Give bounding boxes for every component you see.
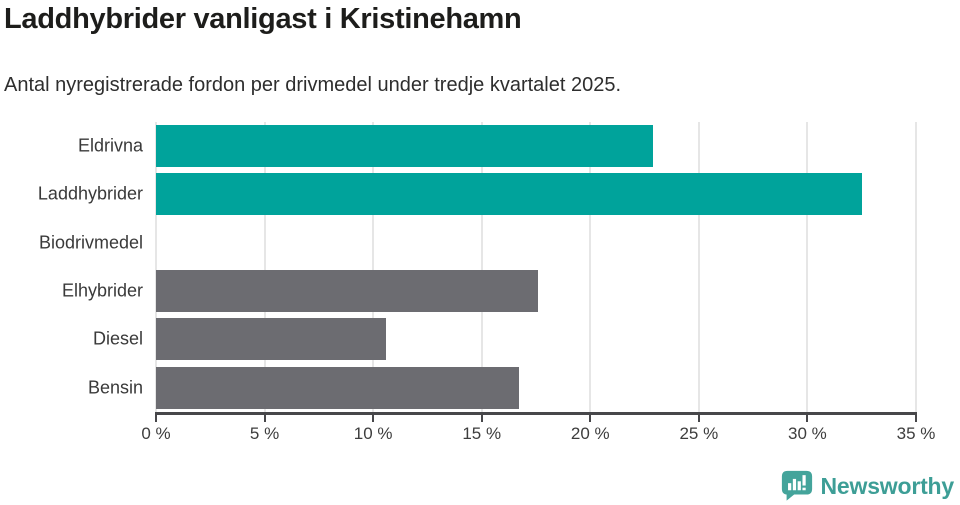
category-label: Biodrivmedel	[38, 232, 143, 253]
axis-tick	[372, 412, 375, 422]
bar-bensin	[156, 366, 519, 409]
axis-tick-label: 30 %	[788, 424, 827, 443]
bar-row-eldrivna: Eldrivna	[78, 122, 916, 170]
axis-tick-label: 35 %	[896, 424, 936, 443]
axis-tick-label: 25 %	[679, 424, 719, 443]
axis-tick-label: 5 %	[249, 424, 280, 443]
gridline	[480, 122, 483, 412]
axis-tick-label: 0 %	[141, 424, 171, 443]
x-axis	[155, 412, 917, 415]
axis-tick-label: 10 %	[353, 424, 393, 443]
plot-area: Eldrivna Laddhybrider Biodrivmedel Elhybrid…	[38, 122, 917, 412]
gridline	[155, 122, 157, 412]
bar-laddhybrider	[156, 173, 862, 216]
newsworthy-logo[interactable]: Newsworthy	[780, 469, 954, 503]
axis-tick	[915, 412, 917, 422]
gridline	[915, 122, 917, 412]
gridline	[263, 122, 266, 412]
bar-row-elhybrider: Elhybrider	[62, 267, 916, 315]
chart-title: Laddhybrider vanligast i Kristinehamn	[4, 3, 522, 35]
bar-eldrivna	[156, 125, 654, 168]
axis-tick-label: 20 %	[570, 424, 610, 443]
brand-name: Newsworthy	[820, 472, 955, 499]
axis-tick-label: 15 %	[462, 424, 502, 443]
axis-tick	[589, 412, 592, 422]
category-label: Eldrivna	[77, 135, 143, 156]
bar-row-biodrivmedel: Biodrivmedel	[39, 219, 916, 267]
bar-chart-speech-bubble-icon	[781, 470, 812, 501]
chart-subtitle: Antal nyregistrerade fordon per drivmede…	[4, 74, 622, 96]
bar-diesel	[156, 318, 387, 361]
category-label: Bensin	[87, 377, 143, 398]
gridline	[806, 122, 809, 412]
axis-tick	[806, 412, 809, 422]
gridline	[372, 122, 375, 412]
axis-tick	[263, 412, 266, 422]
bar-row-bensin: Bensin	[88, 364, 916, 412]
axis-tick	[155, 412, 157, 422]
axis-tick	[480, 412, 483, 422]
gridline	[589, 122, 592, 412]
bar-row-laddhybrider: Laddhybrider	[38, 170, 916, 218]
category-label: Elhybrider	[61, 280, 143, 301]
bar-row-diesel: Diesel	[93, 315, 916, 363]
category-label: Diesel	[92, 328, 143, 349]
bar-elhybrider	[156, 270, 539, 313]
axis-tick	[697, 412, 700, 422]
category-label: Laddhybrider	[37, 183, 143, 204]
gridline	[697, 122, 700, 412]
